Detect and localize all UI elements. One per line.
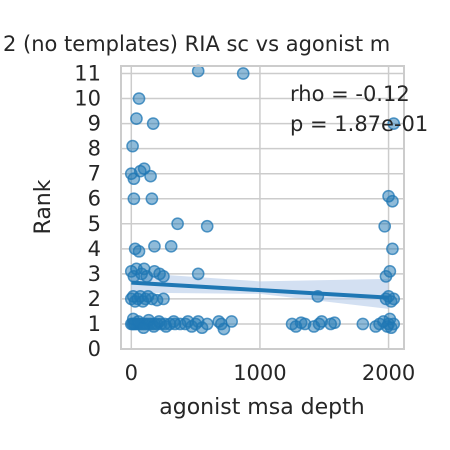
data-point xyxy=(167,315,181,328)
y-axis-label: Rank xyxy=(31,179,56,234)
data-point xyxy=(148,239,161,253)
y-tick-label: 2 xyxy=(88,287,101,311)
data-point xyxy=(171,217,184,231)
data-point xyxy=(200,219,214,233)
data-point xyxy=(328,316,341,330)
plot-frame xyxy=(120,65,405,350)
y-tick-label: 10 xyxy=(74,87,101,111)
data-point xyxy=(126,139,139,153)
data-point xyxy=(236,67,250,80)
y-tick-label: 4 xyxy=(88,237,101,261)
data-point xyxy=(378,219,392,233)
data-point xyxy=(144,169,157,183)
x-tick-label: 0 xyxy=(125,361,138,385)
y-tick-label: 11 xyxy=(74,62,101,86)
y-tick-label: 1 xyxy=(88,312,101,336)
y-tick-label: 5 xyxy=(88,212,101,236)
x-axis-label: agonist msa depth xyxy=(159,395,364,420)
data-point xyxy=(387,317,401,331)
data-point xyxy=(191,267,205,281)
data-point xyxy=(145,192,159,206)
data-point xyxy=(386,194,399,208)
y-tick-label: 0 xyxy=(88,337,101,361)
y-tick-label: 3 xyxy=(88,262,101,286)
p-value-annotation: p = 1.87e-01 xyxy=(290,112,428,136)
data-point xyxy=(386,242,399,256)
regression-line xyxy=(131,280,389,300)
data-point xyxy=(164,239,178,253)
data-point xyxy=(217,322,231,336)
data-point xyxy=(356,317,370,331)
data-point xyxy=(387,117,401,130)
data-point xyxy=(132,92,146,105)
data-point xyxy=(383,265,397,278)
data-point xyxy=(130,112,143,125)
data-point xyxy=(157,270,170,283)
data-point xyxy=(146,117,160,130)
rho-annotation: rho = -0.12 xyxy=(290,82,410,106)
x-tick-label: 2000 xyxy=(362,361,415,385)
x-tick-label: 1000 xyxy=(233,361,286,385)
data-point xyxy=(387,292,401,306)
x-tick-labels: 0 1000 2000 xyxy=(125,361,416,385)
data-point xyxy=(157,292,170,306)
data-point xyxy=(225,315,238,328)
y-tick-label: 9 xyxy=(88,112,101,136)
y-tick-label: 6 xyxy=(88,187,101,211)
y-tick-label: 8 xyxy=(88,137,101,161)
y-tick-label: 7 xyxy=(88,162,101,186)
chart-title: 2 (no templates) RIA sc vs agonist m xyxy=(3,32,390,56)
regression-layer xyxy=(131,280,389,300)
data-point xyxy=(200,317,214,331)
data-point xyxy=(191,64,205,78)
data-point xyxy=(132,244,146,258)
data-point xyxy=(127,192,141,206)
